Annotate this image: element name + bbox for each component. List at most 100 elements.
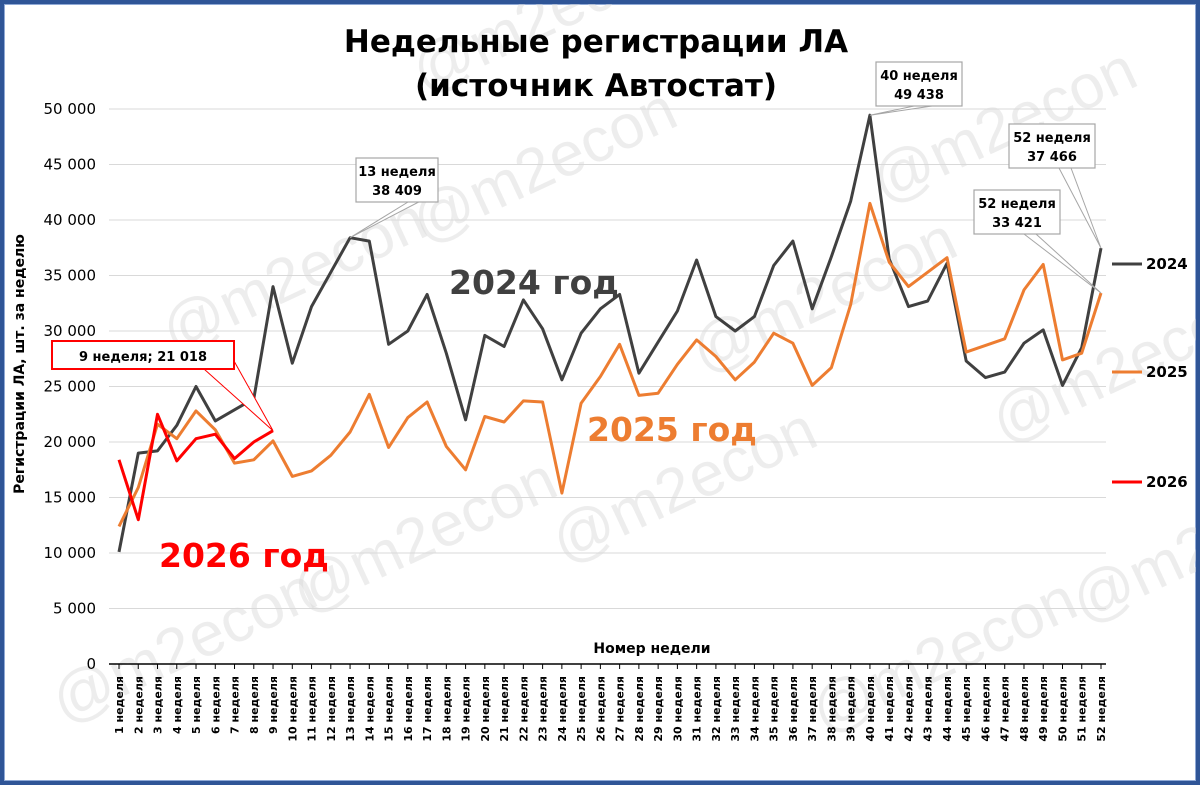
chart-title-line-2: (источник Автостат)	[415, 68, 777, 104]
watermark-text: @m2econ	[681, 204, 967, 386]
callout-box	[51, 340, 235, 370]
legend-label-2025: 2025	[1146, 363, 1188, 381]
x-tick-label: 2 неделя	[132, 676, 145, 734]
x-tick-label: 32 неделя	[710, 676, 723, 742]
y-tick-label: 15 000	[44, 489, 97, 507]
x-tick-label: 13 неделя	[344, 676, 357, 742]
y-tick-label: 30 000	[44, 322, 97, 340]
x-tick-label: 48 неделя	[1018, 676, 1031, 742]
x-tick-label: 8 неделя	[248, 676, 261, 734]
y-tick-label: 20 000	[44, 433, 97, 451]
x-tick-label: 35 неделя	[768, 676, 781, 742]
x-axis: 1 неделя 2 неделя 3 неделя 4 неделя 5 неделя…	[113, 664, 1108, 742]
x-tick-label: 41 неделя	[883, 676, 896, 742]
x-tick-label: 52 неделя	[1095, 676, 1108, 742]
callout-box	[875, 61, 963, 107]
series-annotation: 2025 год	[587, 410, 757, 449]
callout-label: 9 неделя; 21 018	[79, 350, 207, 365]
callout-label: 38 409	[372, 184, 422, 199]
series-line-2026	[117, 412, 274, 522]
x-tick-label: 4 неделя	[171, 676, 184, 734]
chart-title-line-1: Недельные регистрации ЛА	[344, 24, 848, 60]
x-tick-label: 34 неделя	[748, 676, 761, 742]
x-tick-label: 14 неделя	[363, 676, 376, 742]
callout-label: 52 неделя	[1013, 131, 1091, 146]
callout-label: 49 438	[894, 88, 944, 103]
callout-label: 37 466	[1027, 150, 1077, 165]
x-tick-label: 46 неделя	[979, 676, 992, 742]
line-chart: @m2econ@m2econ@m2econ@m2econ@m2econ@m2ec…	[12, 4, 1196, 747]
x-axis-label: Номер недели	[593, 641, 710, 657]
x-tick-label: 22 неделя	[517, 676, 530, 742]
x-tick-label: 29 неделя	[652, 676, 665, 742]
x-tick-label: 9 неделя	[267, 676, 280, 734]
legend: 2024 2025 2026	[1112, 255, 1188, 491]
x-tick-label: 15 неделя	[383, 676, 396, 742]
x-tick-label: 17 неделя	[421, 676, 434, 742]
series-annotation: 2024 год	[449, 263, 619, 302]
y-tick-label: 40 000	[44, 211, 97, 229]
x-tick-label: 42 неделя	[902, 676, 915, 742]
callout-layer: 13 неделя 38 409 40 неделя 49 438 52 неделя 3…	[51, 61, 1102, 432]
y-tick-label: 25 000	[44, 378, 97, 396]
x-tick-label: 44 неделя	[941, 676, 954, 742]
x-tick-label: 10 неделя	[286, 676, 299, 742]
x-tick-label: 30 неделя	[671, 676, 684, 742]
x-tick-label: 19 неделя	[460, 676, 473, 742]
x-tick-label: 18 неделя	[440, 676, 453, 742]
callout-label: 13 неделя	[358, 165, 436, 180]
legend-label-2026: 2026	[1146, 473, 1188, 491]
x-tick-label: 23 неделя	[537, 676, 550, 742]
x-tick-label: 27 неделя	[614, 676, 627, 742]
legend-label-2024: 2024	[1146, 255, 1188, 273]
y-axis: 0 5 000 10 000 15 000 20 000 25 000 30 000 35 0…	[44, 100, 1106, 673]
x-tick-label: 28 неделя	[633, 676, 646, 742]
x-tick-label: 39 неделя	[845, 676, 858, 742]
x-tick-label: 45 неделя	[960, 676, 973, 742]
x-tick-label: 3 неделя	[152, 676, 165, 734]
x-tick-label: 7 неделя	[229, 676, 242, 734]
y-tick-label: 45 000	[44, 156, 97, 174]
callout-label: 33 421	[992, 216, 1042, 231]
x-tick-label: 20 неделя	[479, 676, 492, 742]
x-tick-label: 50 неделя	[1056, 676, 1069, 742]
y-tick-label: 35 000	[44, 267, 97, 285]
x-tick-label: 47 неделя	[999, 676, 1012, 742]
series-line-2024	[117, 113, 1103, 553]
callout-label: 52 неделя	[978, 197, 1056, 212]
gridlines	[109, 108, 1106, 609]
x-tick-label: 25 неделя	[575, 676, 588, 742]
series-layer	[117, 113, 1103, 553]
callout-pointer	[1058, 167, 1102, 249]
y-tick-label: 50 000	[44, 100, 97, 118]
x-tick-label: 51 неделя	[1076, 676, 1089, 742]
x-tick-label: 37 неделя	[806, 676, 819, 742]
series-annotation: 2026 год	[159, 536, 329, 575]
x-tick-label: 6 неделя	[209, 676, 222, 734]
callout-label: 40 неделя	[880, 69, 958, 84]
callout-pointer	[1022, 233, 1102, 294]
x-tick-label: 26 неделя	[594, 676, 607, 742]
x-tick-label: 16 неделя	[402, 676, 415, 742]
x-tick-label: 40 неделя	[864, 676, 877, 742]
y-tick-label: 5 000	[53, 600, 96, 618]
x-tick-label: 38 неделя	[825, 676, 838, 742]
callout-box	[355, 157, 439, 203]
x-tick-label: 36 неделя	[787, 676, 800, 742]
y-tick-label: 10 000	[44, 544, 97, 562]
series-line-2025	[117, 201, 1103, 528]
x-tick-label: 49 неделя	[1037, 676, 1050, 742]
x-tick-label: 43 неделя	[922, 676, 935, 742]
x-tick-label: 1 неделя	[113, 676, 126, 734]
chart-frame: @m2econ @m2econ @m2econ @m2econ @m2econ @m2ec…	[4, 4, 1196, 781]
x-tick-label: 24 неделя	[556, 676, 569, 742]
x-tick-label: 31 неделя	[691, 676, 704, 742]
x-tick-label: 21 неделя	[498, 676, 511, 742]
y-tick-label: 0	[86, 655, 96, 673]
watermark-text: @m2econ	[41, 554, 327, 736]
x-tick-label: 5 неделя	[190, 676, 203, 734]
y-axis-label: Регистрации ЛА, шт. за неделю	[12, 234, 28, 494]
x-tick-label: 11 неделя	[306, 676, 319, 742]
annotation-layer: 2024 год 2025 год 2026 год	[159, 263, 757, 575]
callout-box	[1008, 123, 1096, 169]
